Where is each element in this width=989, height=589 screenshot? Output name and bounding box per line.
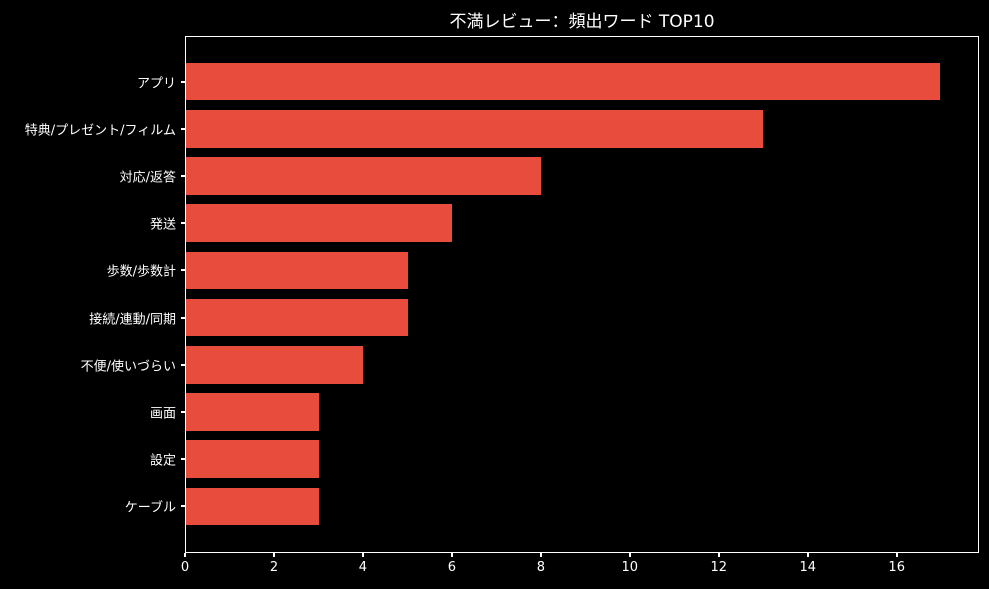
bar bbox=[186, 440, 320, 479]
y-tick-label: 設定 bbox=[149, 453, 176, 469]
y-tick-label: 画面 bbox=[149, 406, 176, 422]
chart-title: 不満レビュー：頻出ワード TOP10 bbox=[449, 12, 715, 32]
x-tick-label: 8 bbox=[536, 560, 545, 575]
x-tick-label: 4 bbox=[358, 560, 368, 575]
y-tick-mark bbox=[181, 80, 185, 83]
bar bbox=[186, 157, 541, 195]
bar bbox=[186, 298, 408, 337]
y-tick-mark bbox=[181, 222, 185, 225]
bar bbox=[186, 62, 941, 101]
y-tick-mark bbox=[181, 269, 185, 272]
y-tick-mark bbox=[181, 505, 185, 508]
x-tick-label: 14 bbox=[799, 560, 817, 575]
bar bbox=[186, 393, 320, 431]
y-tick-mark bbox=[181, 175, 185, 177]
x-tick-label: 2 bbox=[269, 560, 279, 575]
x-tick-label: 12 bbox=[710, 560, 728, 575]
x-tick-mark bbox=[361, 553, 364, 557]
x-tick-mark bbox=[184, 553, 186, 557]
bar-row: 接続/連動/同期 bbox=[89, 294, 978, 341]
bar-row: 不便/使いづらい bbox=[81, 341, 978, 388]
plot-area: アプリ特典/プレゼント/フィルム対応/返答発送歩数/歩数計接続/連動/同期不便/… bbox=[25, 36, 979, 553]
bar-row: アプリ bbox=[137, 58, 978, 105]
x-tick-mark bbox=[628, 553, 631, 557]
y-tick-label: アプリ bbox=[136, 76, 176, 92]
y-tick-mark bbox=[181, 411, 185, 414]
y-tick-label: 不便/使いづらい bbox=[80, 359, 176, 375]
y-tick-mark bbox=[181, 316, 185, 319]
bar-row: 発送 bbox=[150, 200, 978, 247]
y-tick-label: 発送 bbox=[149, 217, 176, 233]
bar-row: 設定 bbox=[150, 436, 978, 483]
bar bbox=[186, 345, 364, 384]
bar-row: 特典/プレゼント/フィルム bbox=[25, 105, 978, 152]
x-tick-mark bbox=[895, 553, 898, 557]
x-tick-label: 16 bbox=[888, 560, 905, 575]
y-tick-label: 歩数/歩数計 bbox=[106, 264, 176, 280]
y-tick-label: 接続/連動/同期 bbox=[89, 312, 176, 328]
bar bbox=[186, 487, 320, 526]
bar bbox=[186, 204, 453, 243]
bar-row: 対応/返答 bbox=[120, 152, 978, 199]
bar-row: ケーブル bbox=[125, 483, 978, 530]
bar bbox=[186, 251, 408, 290]
y-tick-label: ケーブル bbox=[124, 500, 176, 516]
bar-row: 歩数/歩数計 bbox=[107, 247, 978, 294]
x-tick-label: 6 bbox=[447, 560, 457, 575]
y-tick-mark bbox=[181, 363, 185, 366]
y-tick-label: 特典/プレゼント/フィルム bbox=[24, 123, 176, 139]
y-tick-mark bbox=[181, 127, 185, 130]
x-tick-mark bbox=[272, 553, 275, 557]
x-tick-mark bbox=[717, 553, 720, 557]
y-tick-mark bbox=[181, 458, 185, 461]
bar bbox=[186, 109, 763, 148]
x-tick-label: 10 bbox=[621, 560, 639, 575]
x-tick-mark bbox=[539, 553, 542, 557]
x-tick-mark bbox=[806, 553, 809, 557]
y-tick-label: 対応/返答 bbox=[119, 170, 176, 186]
x-axis: 0 2 4 6 8 10 12 14 16 bbox=[181, 553, 979, 589]
x-tick-mark bbox=[450, 553, 453, 557]
bar-row: 画面 bbox=[150, 388, 978, 435]
x-tick-label: 0 bbox=[180, 560, 190, 575]
